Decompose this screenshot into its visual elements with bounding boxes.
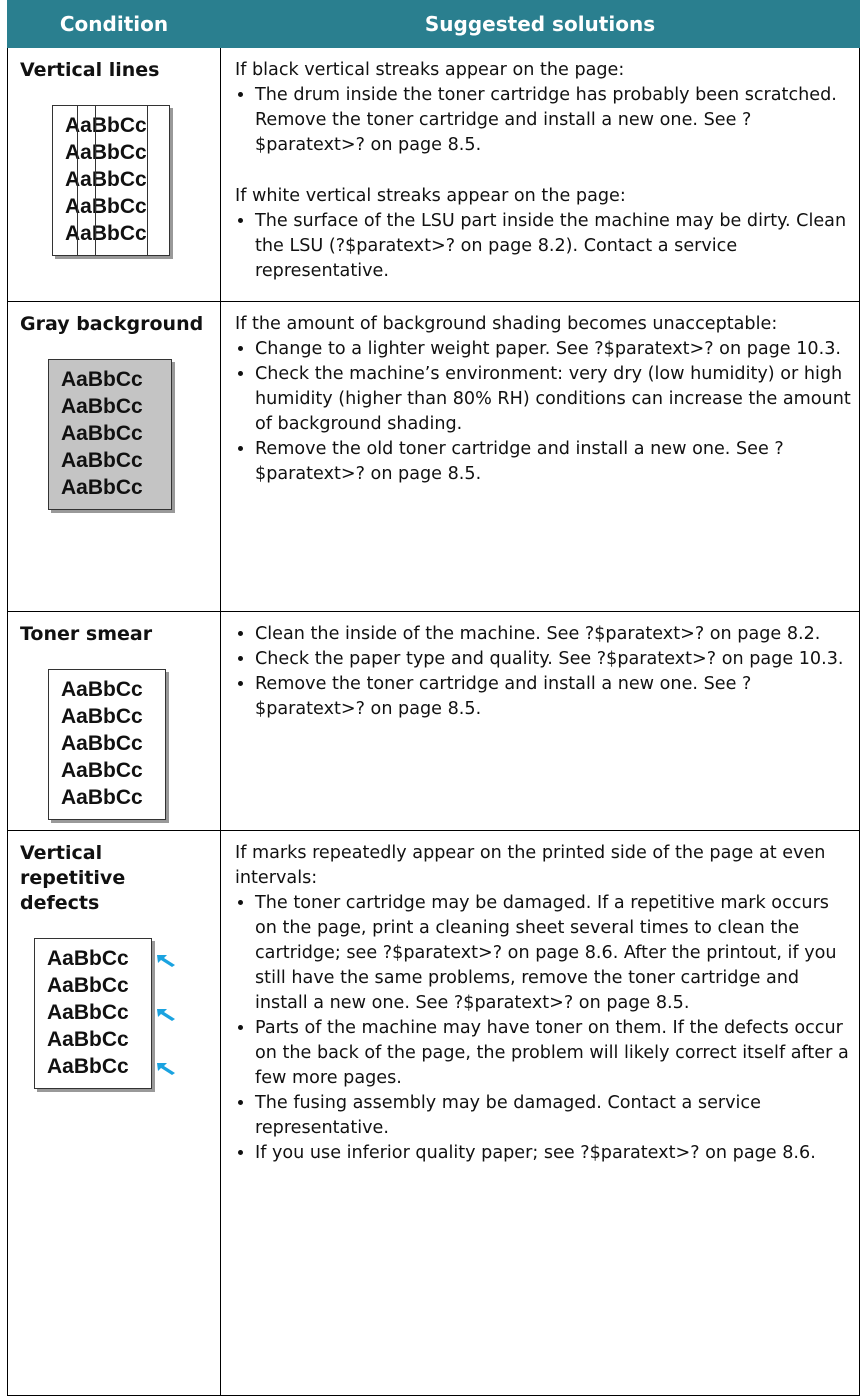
solution-intro: If white vertical streaks appear on the … (235, 186, 626, 206)
solution-item: If you use inferior quality paper; see ?… (255, 1141, 851, 1166)
sample-line: AaBbCc (61, 678, 143, 701)
sample-line: AaBbCc (47, 974, 129, 997)
solution-list: Clean the inside of the machine. See ?$p… (235, 622, 851, 722)
sample-line: AaBbCc (65, 141, 147, 164)
solution-intro: If black vertical streaks appear on the … (235, 60, 625, 80)
sample-line: AaBbCc (61, 786, 143, 809)
solution-block: Clean the inside of the machine. See ?$p… (235, 622, 851, 722)
sample-line: AaBbCc (61, 368, 143, 391)
solution-item: Remove the old toner cartridge and insta… (255, 437, 851, 487)
solution-item: Clean the inside of the machine. See ?$p… (255, 622, 851, 647)
sample-print: AaBbCc AaBbCc AaBbCc AaBbCc AaBbCc (52, 105, 170, 256)
sample-line: AaBbCc (65, 195, 147, 218)
sample-line: AaBbCc (61, 422, 143, 445)
sample-line: AaBbCc (47, 1055, 129, 1078)
table-row: Vertical repetitive defects AaBbCc AaBbCc A… (7, 830, 860, 1396)
table-row: Vertical lines AaBbCc AaBbCc AaBbCc AaBbCc Aa… (7, 47, 860, 302)
sample-print: AaBbCc AaBbCc AaBbCc AaBbCc AaBbCc (48, 669, 166, 820)
condition-label: Vertical lines (20, 59, 160, 81)
sample-line: AaBbCc (47, 947, 129, 970)
column-header: Condition (7, 0, 221, 48)
condition-label: Gray background (20, 313, 204, 335)
solutions-cell: Clean the inside of the machine. See ?$p… (220, 611, 860, 831)
solution-item: The drum inside the toner cartridge has … (255, 83, 851, 158)
solution-block: If white vertical streaks appear on the … (235, 184, 851, 284)
solution-intro: If the amount of background shading beco… (235, 314, 778, 334)
solution-list: The surface of the LSU part inside the m… (235, 209, 851, 284)
sample-line: AaBbCc (65, 168, 147, 191)
table-body: Vertical lines AaBbCc AaBbCc AaBbCc AaBbCc Aa… (7, 47, 860, 1396)
condition-cell: Vertical lines AaBbCc AaBbCc AaBbCc AaBbCc Aa… (7, 47, 221, 302)
sample-line: AaBbCc (47, 1001, 129, 1024)
sample-print: AaBbCc AaBbCc AaBbCc AaBbCc AaBbCc (34, 938, 175, 1089)
sample-line: AaBbCc (61, 732, 143, 755)
column-header: Suggested solutions (220, 0, 860, 48)
table-row: Gray background AaBbCc AaBbCc AaBbCc AaBbCc A… (7, 301, 860, 612)
sample-line: AaBbCc (61, 476, 143, 499)
solutions-cell: If the amount of background shading beco… (220, 301, 860, 612)
defect-arrow (157, 1009, 175, 1021)
solution-item: Remove the toner cartridge and install a… (255, 672, 851, 722)
sample-line: AaBbCc (61, 759, 143, 782)
solution-item: The toner cartridge may be damaged. If a… (255, 891, 851, 1016)
streak (95, 106, 96, 255)
header-row: Condition Suggested solutions (7, 0, 860, 48)
solution-item: Parts of the machine may have toner on t… (255, 1016, 851, 1091)
condition-cell: Vertical repetitive defects AaBbCc AaBbCc A… (7, 830, 221, 1396)
condition-cell: Gray background AaBbCc AaBbCc AaBbCc AaBbCc A… (7, 301, 221, 612)
sample-line: AaBbCc (61, 395, 143, 418)
table-row: Toner smear AaBbCc AaBbCc AaBbCc AaBbCc AaBbC… (7, 611, 860, 831)
troubleshooting-table: Condition Suggested solutions Vertical l… (7, 0, 860, 1396)
solution-item: The surface of the LSU part inside the m… (255, 209, 851, 284)
condition-cell: Toner smear AaBbCc AaBbCc AaBbCc AaBbCc AaBbC… (7, 611, 221, 831)
solutions-cell: If black vertical streaks appear on the … (220, 47, 860, 302)
sample-line: AaBbCc (61, 449, 143, 472)
condition-label: Vertical repetitive defects (20, 842, 126, 914)
streak (147, 106, 148, 255)
solution-intro: If marks repeatedly appear on the printe… (235, 843, 826, 888)
solutions-cell: If marks repeatedly appear on the printe… (220, 830, 860, 1396)
condition-label: Toner smear (20, 623, 153, 645)
sample-line: AaBbCc (65, 114, 147, 137)
sample-line: AaBbCc (61, 705, 143, 728)
solution-block: If the amount of background shading beco… (235, 312, 851, 487)
defect-arrow (157, 955, 175, 967)
sample-print: AaBbCc AaBbCc AaBbCc AaBbCc AaBbCc (48, 359, 172, 510)
solution-item: The fusing assembly may be damaged. Cont… (255, 1091, 851, 1141)
solution-block: If marks repeatedly appear on the printe… (235, 841, 851, 1166)
sample-line: AaBbCc (65, 222, 147, 245)
solution-list: The toner cartridge may be damaged. If a… (235, 891, 851, 1166)
solution-list: Change to a lighter weight paper. See ?$… (235, 337, 851, 487)
solution-item: Check the paper type and quality. See ?$… (255, 647, 851, 672)
defect-arrow (157, 1063, 175, 1075)
solution-item: Check the machine’s environment: very dr… (255, 362, 851, 437)
streak (77, 106, 78, 255)
sample-line: AaBbCc (47, 1028, 129, 1051)
solution-list: The drum inside the toner cartridge has … (235, 83, 851, 158)
solution-block: If black vertical streaks appear on the … (235, 58, 851, 158)
solution-item: Change to a lighter weight paper. See ?$… (255, 337, 851, 362)
